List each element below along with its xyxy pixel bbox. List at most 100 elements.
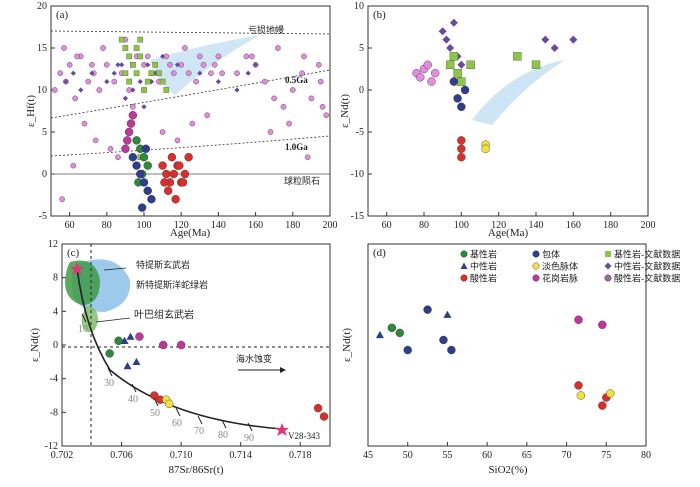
ytick-label-b-5: 10 <box>354 1 364 12</box>
1.0ga-label: 1.0Ga <box>285 142 308 152</box>
point-a-1-0 <box>63 79 69 85</box>
ytick-label-a-4: 15 <box>37 43 47 54</box>
legend-label-2: 酸性岩 <box>470 273 497 285</box>
point-a-6-10 <box>178 178 188 187</box>
point-a-0-51 <box>319 104 326 110</box>
xtick-label-a-2: 100 <box>137 220 152 231</box>
ytick-label-c-6: 12 <box>48 239 58 250</box>
point-a-4-2 <box>136 169 145 179</box>
panel-a-ylabel: ε_Hf(t) <box>25 95 37 127</box>
point-a-2-14 <box>152 62 158 68</box>
point-b-2-6 <box>531 60 541 69</box>
point-a-0-32 <box>308 95 315 102</box>
point-a-2-12 <box>144 78 151 85</box>
point-a-0-0 <box>51 87 58 93</box>
legend-marker-3 <box>532 250 540 258</box>
0.5ga-label: 0.5Ga <box>285 75 308 85</box>
mixing-label-1: 30 <box>104 378 114 389</box>
point-d-2-3 <box>447 345 456 355</box>
point-a-4-0 <box>128 152 138 162</box>
point-b-2-1 <box>449 52 459 61</box>
point-a-4-4 <box>143 186 152 196</box>
point-a-1-9 <box>145 62 151 68</box>
point-b-3-2 <box>457 102 466 112</box>
seawater-arrowhead <box>280 367 286 373</box>
point-b-0-4 <box>427 77 436 86</box>
v28-343-star <box>275 423 289 436</box>
point-a-0-47 <box>249 53 255 60</box>
xtick-label-d-4: 65 <box>522 450 532 461</box>
yeba-label: 叶巴组玄武岩 <box>134 308 194 321</box>
point-a-0-31 <box>299 70 305 76</box>
xtick-label-a-4: 140 <box>211 220 226 231</box>
mantle-endmember-star <box>70 262 84 275</box>
ophiolite-label: 新特提斯洋蛇绿岩 <box>136 279 208 291</box>
legend-label-3: 包体 <box>542 249 560 261</box>
point-d-2-0 <box>403 345 412 355</box>
xtick-label-c-1: 0.706 <box>110 450 133 461</box>
point-a-1-14 <box>215 79 221 85</box>
point-c-1-0 <box>120 336 129 344</box>
point-b-4-2 <box>457 152 466 162</box>
point-a-0-48 <box>267 129 274 135</box>
panel-c-ylabel: ε_Nd(t) <box>29 328 41 362</box>
0.5ga-line <box>51 69 330 119</box>
xtick-label-b-7: 200 <box>641 220 656 231</box>
ytick-label-a-1: 0 <box>42 169 47 180</box>
point-a-2-10 <box>137 53 144 60</box>
xtick-label-d-1: 50 <box>403 450 413 461</box>
point-a-4-1 <box>132 161 141 170</box>
v28-343-label: V28-343 <box>288 431 320 441</box>
point-a-5-4 <box>128 110 138 120</box>
legend-label-8: 酸性岩-文献数据 <box>614 273 680 285</box>
point-a-0-40 <box>115 154 121 160</box>
point-a-0-41 <box>130 104 136 110</box>
point-b-3-1 <box>453 94 462 103</box>
mixing-label-4: 60 <box>172 418 182 429</box>
xtick-label-d-0: 45 <box>363 450 373 461</box>
point-a-6-13 <box>160 178 169 187</box>
point-c-1-3 <box>123 362 132 370</box>
mixing-tick-5 <box>197 415 203 425</box>
xtick-label-b-5: 160 <box>566 220 581 231</box>
point-a-0-61 <box>211 62 218 68</box>
legend-label-6: 基性岩-文献数据 <box>614 249 680 261</box>
legend-label-5: 花岗岩脉 <box>542 273 578 285</box>
point-b-2-2 <box>453 68 462 78</box>
point-a-0-23 <box>208 70 214 76</box>
point-a-1-16 <box>245 70 251 76</box>
point-c-3-2 <box>313 403 323 413</box>
point-a-4-5 <box>147 194 156 204</box>
point-b-3-0 <box>449 77 459 86</box>
point-c-2-2 <box>176 340 186 350</box>
panel-a-xlabel: Age(Ma) <box>170 227 211 239</box>
point-a-0-38 <box>92 137 99 144</box>
point-a-0-42 <box>159 129 166 135</box>
trend-arrow-b <box>472 60 565 125</box>
mixing-label-2: 40 <box>128 394 138 405</box>
xtick-label-d-2: 55 <box>442 450 452 461</box>
point-a-2-15 <box>156 70 162 76</box>
point-a-1-5 <box>119 62 125 68</box>
point-a-6-0 <box>158 161 167 170</box>
point-a-0-9 <box>104 62 110 68</box>
point-a-0-55 <box>100 45 106 51</box>
xtick-label-c-2: 0.710 <box>170 450 193 461</box>
point-c-1-1 <box>126 332 135 340</box>
point-b-0-3 <box>423 60 432 70</box>
point-a-0-62 <box>243 53 250 60</box>
point-a-1-11 <box>160 53 166 59</box>
legend-marker-8 <box>604 274 612 282</box>
panel-b-ylabel: ε_Nd(t) <box>339 94 351 128</box>
point-a-4-3 <box>139 178 149 187</box>
ytick-label-c-3: 0 <box>53 340 58 351</box>
ytick-label-a-3: 10 <box>37 85 47 96</box>
point-d-4-1 <box>598 401 607 410</box>
point-a-0-50 <box>304 154 311 160</box>
point-b-1-0 <box>438 27 447 36</box>
legend-label-4: 淡色脉体 <box>542 261 578 273</box>
panel-d-xlabel: SiO2(%) <box>488 464 527 476</box>
mixing-curve <box>76 267 283 430</box>
point-a-0-3 <box>66 62 73 68</box>
